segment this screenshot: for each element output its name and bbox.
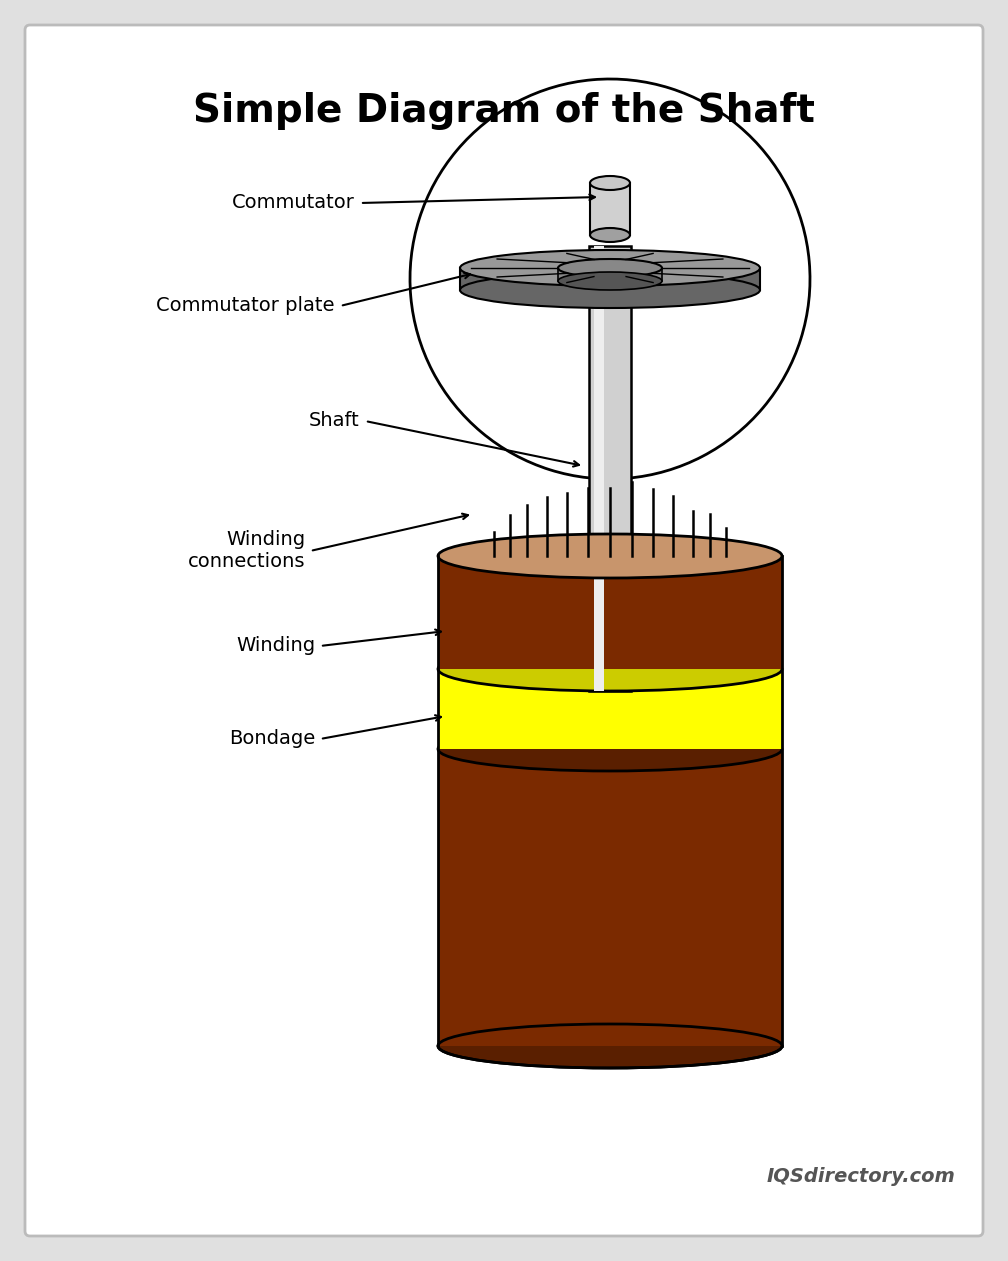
Ellipse shape — [438, 728, 782, 770]
Text: Commutator plate: Commutator plate — [156, 296, 335, 315]
Polygon shape — [438, 556, 782, 670]
Ellipse shape — [460, 250, 760, 286]
Ellipse shape — [590, 228, 630, 242]
Text: Winding
connections: Winding connections — [187, 531, 305, 571]
Ellipse shape — [590, 177, 630, 190]
Text: Shaft: Shaft — [309, 411, 360, 430]
FancyBboxPatch shape — [589, 246, 631, 691]
Text: Winding: Winding — [236, 637, 314, 656]
Text: Bondage: Bondage — [229, 730, 314, 749]
Text: IQSdirectory.com: IQSdirectory.com — [766, 1166, 955, 1185]
Ellipse shape — [460, 272, 760, 308]
Polygon shape — [438, 670, 782, 749]
Polygon shape — [558, 269, 662, 281]
Text: Simple Diagram of the Shaft: Simple Diagram of the Shaft — [194, 92, 814, 130]
Ellipse shape — [438, 1024, 782, 1068]
Text: Commutator: Commutator — [232, 193, 355, 213]
Polygon shape — [460, 269, 760, 290]
FancyBboxPatch shape — [25, 25, 983, 1236]
FancyBboxPatch shape — [594, 246, 604, 691]
Polygon shape — [438, 749, 782, 1047]
Ellipse shape — [438, 647, 782, 691]
Ellipse shape — [438, 533, 782, 578]
Ellipse shape — [558, 272, 662, 290]
FancyBboxPatch shape — [590, 183, 630, 235]
Ellipse shape — [558, 259, 662, 277]
